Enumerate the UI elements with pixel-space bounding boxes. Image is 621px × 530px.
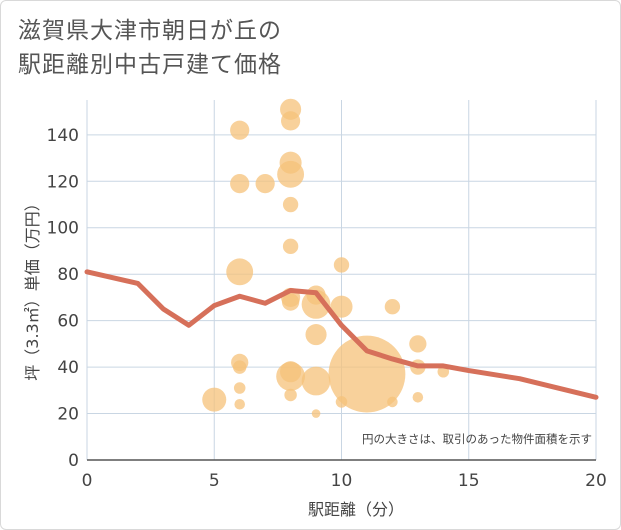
x-tick-label: 10 (331, 471, 353, 491)
data-bubble (301, 289, 331, 319)
data-bubble (333, 257, 350, 273)
y-tick-label: 100 (47, 219, 79, 239)
x-tick-label: 0 (82, 471, 93, 491)
y-tick-label: 0 (68, 451, 79, 471)
data-bubble (233, 382, 246, 394)
data-bubble (284, 388, 297, 402)
data-bubble (281, 293, 300, 311)
y-tick-label: 40 (57, 358, 79, 378)
data-bubble (409, 335, 427, 353)
data-bubble (387, 396, 398, 408)
y-tick-labels: 0 20 40 60 80 100 120 140 (47, 126, 79, 471)
bubble-layer (202, 98, 450, 418)
data-bubble (281, 111, 301, 131)
x-tick-label: 20 (585, 471, 607, 491)
data-bubble (330, 295, 353, 318)
average-price-line (84, 269, 599, 400)
chart-title: 滋賀県大津市朝日が丘の 駅距離別中古戸建て価格 (18, 14, 518, 82)
y-axis-label: 坪（3.3㎡）単価（万円） (23, 195, 42, 380)
data-bubble (384, 299, 401, 315)
x-tick-label: 15 (458, 471, 480, 491)
data-bubble (412, 392, 424, 403)
data-bubble (230, 174, 250, 194)
y-tick-label: 80 (57, 265, 79, 285)
data-bubble (282, 196, 299, 213)
data-bubble (232, 360, 247, 374)
data-bubble (226, 258, 254, 286)
data-bubble (277, 160, 305, 188)
y-tick-label: 60 (57, 312, 79, 332)
bubble-size-note: 円の大きさは、取引のあった物件面積を示す (362, 432, 592, 446)
chart-title-line1: 滋賀県大津市朝日が丘の (18, 18, 282, 44)
data-bubble (234, 398, 245, 410)
y-tick-label: 140 (47, 126, 79, 146)
data-bubble (282, 238, 299, 255)
data-bubble (280, 361, 302, 383)
data-bubble (305, 324, 327, 346)
x-tick-label: 5 (209, 471, 220, 491)
data-bubble (202, 387, 227, 412)
x-tick-labels: 0 5 10 15 20 (82, 471, 607, 491)
y-tick-label: 120 (47, 172, 79, 192)
data-bubble (311, 409, 321, 418)
y-tick-label: 20 (57, 405, 79, 425)
data-bubble (301, 366, 331, 396)
x-axis-label: 駅距離（分） (308, 500, 404, 519)
data-bubble (255, 174, 275, 194)
data-bubble (230, 120, 250, 140)
chart-title-line2: 駅距離別中古戸建て価格 (18, 52, 282, 78)
grid-lines (86, 100, 597, 460)
